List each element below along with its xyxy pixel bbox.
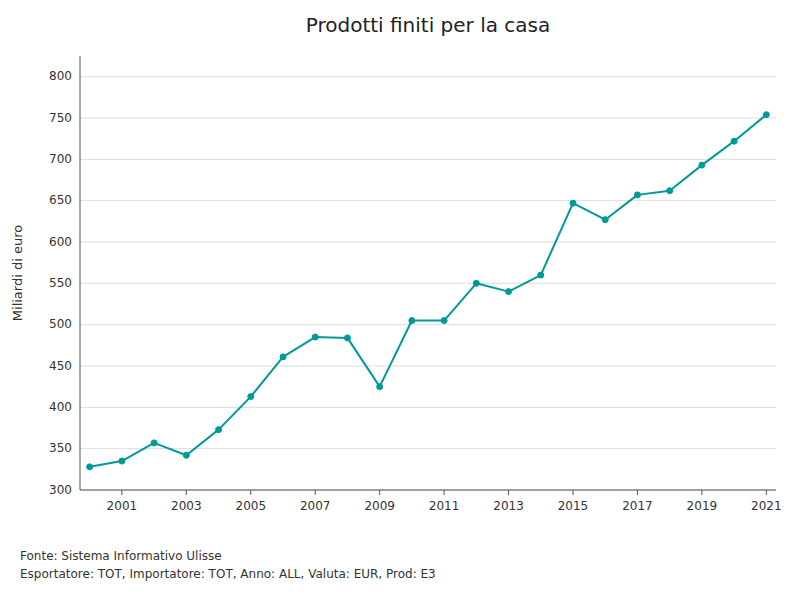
chart-title: Prodotti finiti per la casa [306,13,551,37]
x-ticks: 2001 2003 2005 2007 2009 2011 2013 2015 2017 2019… [107,490,782,513]
data-point [602,217,608,223]
x-tick-label: 2001 [107,499,138,513]
x-tick [315,490,316,495]
series [87,112,770,470]
y-tick-label: 300 [49,483,72,497]
data-point [344,335,350,341]
footnote-line: Fonte: Sistema Informativo Ulisse [20,549,222,563]
data-point [441,318,447,324]
y-tick-label: 400 [49,400,72,414]
x-tick [508,490,509,495]
grid-line [80,76,776,77]
data-point [151,440,157,446]
y-tick-label: 500 [49,317,72,331]
x-tick [701,490,702,495]
y-tick-label: 350 [49,441,72,455]
data-point [312,334,318,340]
y-tick-label: 600 [49,235,72,249]
x-tick [766,490,767,495]
x-tick-label: 2009 [364,499,395,513]
y-tick-label: 750 [49,111,72,125]
y-axis-label: Miliardi di euro [10,225,25,321]
grid-line [80,159,776,160]
data-point [699,162,705,168]
x-tick [121,490,122,495]
grid-line [80,200,776,201]
data-point [377,384,383,390]
data-point [763,112,769,118]
x-tick [573,490,574,495]
y-tick-labels: 300 350 400 450 500 550 600 650 700 750 800 [49,69,72,496]
data-point [183,452,189,458]
data-line [90,115,767,467]
data-point [248,394,254,400]
y-tick-label: 450 [49,359,72,373]
grid-line [80,366,776,367]
data-point [538,272,544,278]
data-point [409,318,415,324]
x-tick [250,490,251,495]
data-point [473,280,479,286]
grid-line [80,490,776,491]
data-point [280,354,286,360]
y-tick-label: 650 [49,193,72,207]
x-tick [444,490,445,495]
grid-line [80,324,776,325]
x-axis-line [80,490,776,491]
x-tick [379,490,380,495]
y-axis-line [80,56,81,490]
footnote: Fonte: Sistema Informativo Ulisse Esporta… [20,549,436,581]
y-grid [80,77,776,490]
y-tick-label: 700 [49,152,72,166]
grid-line [80,118,776,119]
y-tick-label: 800 [49,69,72,83]
data-point [119,458,125,464]
data-point [731,138,737,144]
data-point [570,200,576,206]
grid-line [80,283,776,284]
x-tick [637,490,638,495]
data-point [506,289,512,295]
x-tick-label: 2007 [300,499,331,513]
x-tick-label: 2003 [171,499,202,513]
chart-container: 3003504004505005506006507007508002001200… [0,0,800,600]
x-tick-label: 2017 [622,499,653,513]
footnote-line: Esportatore: TOT, Importatore: TOT, Anno… [20,567,436,581]
x-tick-label: 2011 [429,499,460,513]
grid-line [80,242,776,243]
data-point [634,192,640,198]
data-point [667,188,673,194]
x-tick [186,490,187,495]
x-tick-label: 2015 [558,499,589,513]
data-point [216,427,222,433]
x-tick-label: 2019 [687,499,718,513]
x-tick-label: 2005 [236,499,267,513]
grid-line [80,448,776,449]
grid-line [80,407,776,408]
chart-svg: 3003504004505005506006507007508002001200… [0,0,800,600]
x-tick-label: 2021 [751,499,782,513]
y-tick-label: 550 [49,276,72,290]
data-point [87,464,93,470]
x-tick-label: 2013 [493,499,524,513]
